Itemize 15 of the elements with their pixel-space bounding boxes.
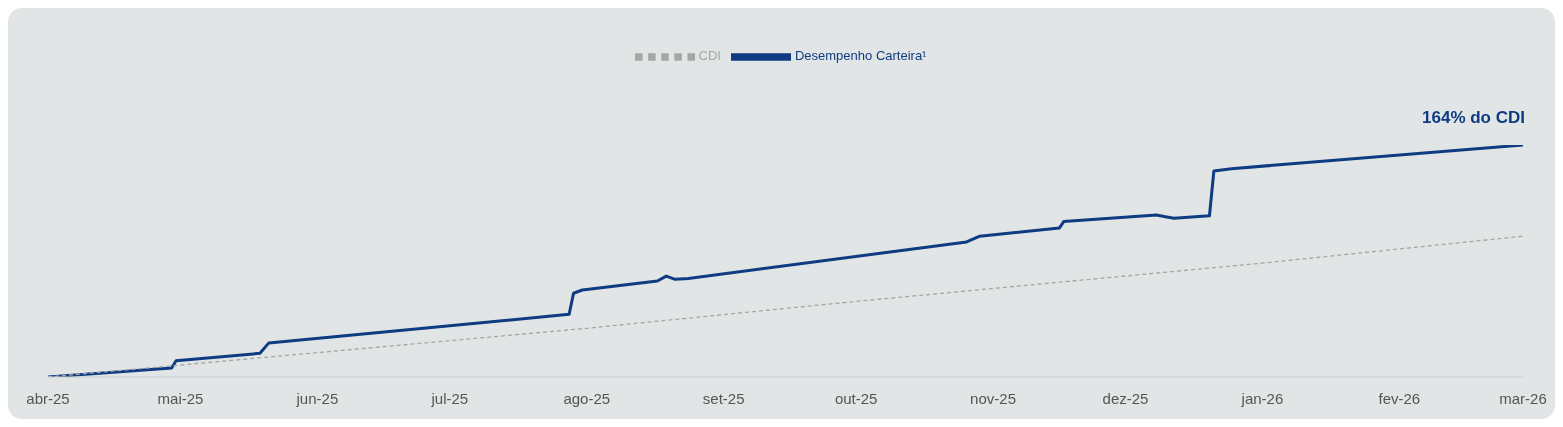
x-tick-label: fev-26 [1378, 389, 1421, 407]
x-tick-label: mar-26 [1499, 389, 1547, 407]
x-tick-label: out-25 [834, 389, 878, 407]
annotation: 164% do CDI [1422, 108, 1525, 127]
x-tick-label: nov-25 [970, 389, 1016, 407]
x-tick-label: jun-25 [295, 389, 339, 407]
x-tick-label: ago-25 [563, 389, 611, 407]
legend-label: Desempenho Carteira¹ [794, 48, 927, 64]
x-tick-label: set-25 [702, 389, 745, 407]
x-tick-label: mai-25 [157, 389, 204, 407]
x-tick-label: jul-25 [430, 389, 469, 407]
x-tick-label: abr-25 [26, 389, 70, 407]
x-tick-label: dez-25 [1102, 389, 1149, 407]
x-tick-label: jan-26 [1240, 389, 1284, 407]
legend-label: CDI [698, 48, 721, 64]
